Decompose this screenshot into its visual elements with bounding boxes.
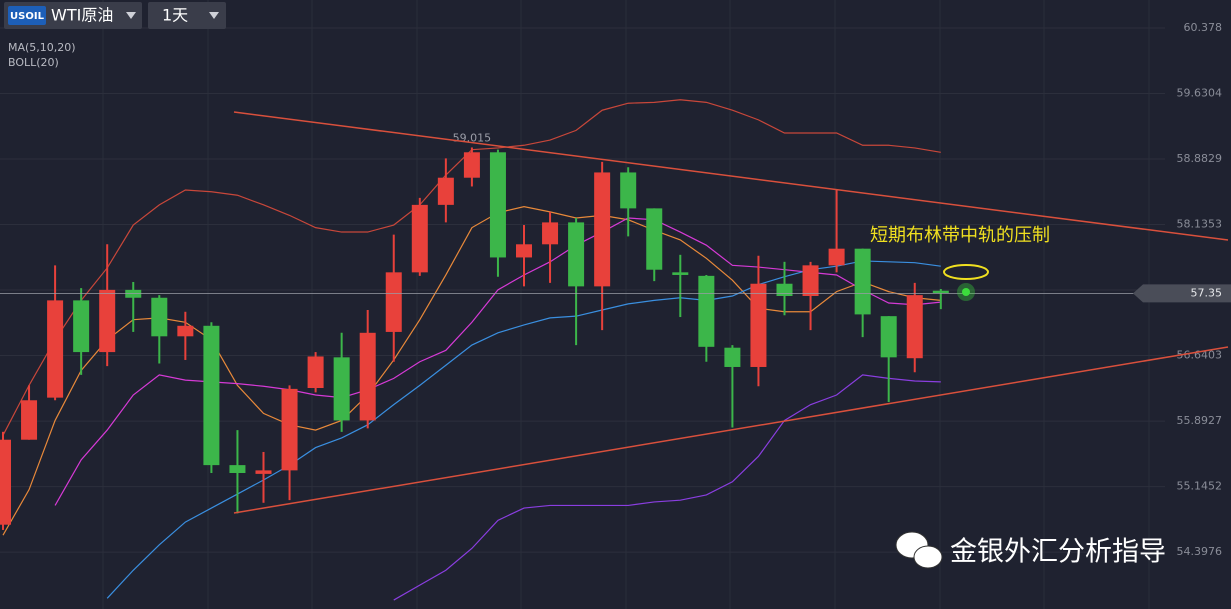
candle-body xyxy=(906,295,923,359)
watermark: 金银外汇分析指导 xyxy=(895,531,1166,569)
indicator-label: MA(5,10,20) xyxy=(8,41,76,54)
highlight-ellipse xyxy=(943,264,989,280)
candle-body xyxy=(776,283,793,297)
candle-body xyxy=(568,222,585,287)
candle-body xyxy=(203,325,220,466)
candle-body xyxy=(932,290,949,294)
dropdown-arrow xyxy=(126,12,136,19)
dropdown-arrow xyxy=(209,12,219,19)
indicator-line xyxy=(393,374,941,601)
y-tick-label: 54.3976 xyxy=(1177,545,1223,558)
trend-line xyxy=(233,111,1229,241)
current-dot xyxy=(962,288,970,296)
watermark-text: 金银外汇分析指导 xyxy=(950,537,1166,568)
candle-body xyxy=(255,470,272,474)
symbol-name: WTI原油 xyxy=(51,6,113,25)
y-tick-label: 59.6304 xyxy=(1177,87,1223,100)
candle-body xyxy=(47,300,64,398)
y-tick-label: 55.8927 xyxy=(1177,414,1223,427)
candle-body xyxy=(672,272,689,275)
candle-body xyxy=(489,152,506,258)
candle-body xyxy=(99,289,116,353)
candle-body xyxy=(802,265,819,297)
y-tick-label: 55.1452 xyxy=(1177,480,1223,493)
candle-body xyxy=(359,332,376,421)
symbol: USOIL xyxy=(10,11,45,22)
candle-body xyxy=(698,275,715,347)
candle-body xyxy=(620,172,637,209)
candle-body xyxy=(229,465,246,474)
candle-body xyxy=(385,272,402,332)
y-tick-label: 60.378 xyxy=(1184,21,1223,34)
candle-body xyxy=(281,388,298,471)
y-tick-label: 56.6403 xyxy=(1177,349,1223,362)
candle-body xyxy=(854,248,871,315)
period-select[interactable] xyxy=(148,2,226,29)
symbol-badge xyxy=(8,6,46,25)
candle-body xyxy=(646,208,663,270)
candle-body xyxy=(333,357,350,421)
candle-body xyxy=(307,356,324,389)
last-price-label: 57.35 xyxy=(1191,286,1223,299)
candle-body xyxy=(411,204,428,273)
candle-body xyxy=(750,283,767,367)
wechat-icon xyxy=(913,545,943,569)
y-tick-label: 58.1353 xyxy=(1177,218,1223,231)
candle-body xyxy=(125,289,142,298)
candle-body xyxy=(880,316,897,358)
trend-line xyxy=(233,346,1229,514)
candle-body xyxy=(542,222,559,245)
indicators xyxy=(2,99,941,601)
candle-body xyxy=(437,177,454,205)
candle-body xyxy=(516,244,532,258)
annotation: 短期布林带中轨的压制 xyxy=(870,225,1050,246)
toolbar: USOIL WTI原油 1天 xyxy=(4,2,226,29)
indicator-line xyxy=(106,260,941,599)
period: 1天 xyxy=(162,6,188,25)
y-tick-label: 58.8829 xyxy=(1177,152,1223,165)
candle-body xyxy=(21,400,38,440)
candle-body xyxy=(151,297,168,337)
candle-body xyxy=(463,152,480,178)
candle-body xyxy=(73,300,90,353)
candle-body xyxy=(177,325,194,337)
candle-body xyxy=(828,248,845,266)
candle-body xyxy=(594,172,611,287)
candle-body xyxy=(0,439,11,525)
indicator-label: BOLL(20) xyxy=(8,56,59,69)
candle-body xyxy=(724,347,741,367)
last-price-box xyxy=(1133,284,1231,303)
indicator-line xyxy=(54,217,941,506)
